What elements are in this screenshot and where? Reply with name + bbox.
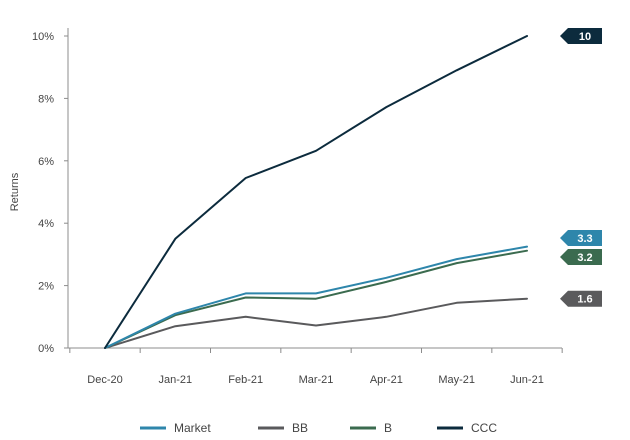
legend-label: B <box>384 421 392 435</box>
y-axis: 0% 2% 4% 6% 8% 10% <box>32 28 69 355</box>
legend-label: Market <box>174 421 211 435</box>
x-tick-label: Dec-20 <box>87 374 122 386</box>
legend: Market BB B CCC <box>140 421 497 435</box>
series-line-market <box>104 245 528 349</box>
x-tick-label: Jan-21 <box>159 374 193 386</box>
series-line-bb <box>104 297 528 349</box>
y-tick-label: 4% <box>38 218 54 230</box>
end-tag-label: 10 <box>579 31 591 43</box>
end-tag-ccc <box>560 28 602 44</box>
end-tag-label: 3.3 <box>577 233 592 245</box>
end-tag-label: 3.2 <box>577 252 592 264</box>
series-line-ccc <box>104 35 528 349</box>
x-tick-label: Mar-21 <box>299 374 334 386</box>
x-tick-label: Feb-21 <box>228 374 263 386</box>
y-tick-label: 0% <box>38 343 54 355</box>
x-axis: Dec-20 Jan-21 Feb-21 Mar-21 Apr-21 May-21 Jun-… <box>68 347 563 386</box>
y-axis-title: Returns <box>9 172 21 211</box>
end-labels: 3.3 1.6 3.2 10 <box>560 28 602 307</box>
legend-label: CCC <box>471 421 497 435</box>
y-tick-label: 2% <box>38 281 54 293</box>
y-tick-label: 10% <box>32 31 54 43</box>
end-tag-market <box>560 230 602 246</box>
x-tick-label: Jun-21 <box>510 374 544 386</box>
end-tag-label: 1.6 <box>577 294 592 306</box>
x-tick-label: Apr-21 <box>370 374 403 386</box>
legend-label: BB <box>292 421 308 435</box>
end-tag-bb <box>560 290 602 307</box>
y-tick-label: 6% <box>38 156 54 168</box>
series-line-b <box>104 249 528 349</box>
end-tag-b <box>560 249 602 265</box>
y-tick-label: 8% <box>38 93 54 105</box>
x-tick-label: May-21 <box>438 374 475 386</box>
series-layer <box>104 35 528 349</box>
